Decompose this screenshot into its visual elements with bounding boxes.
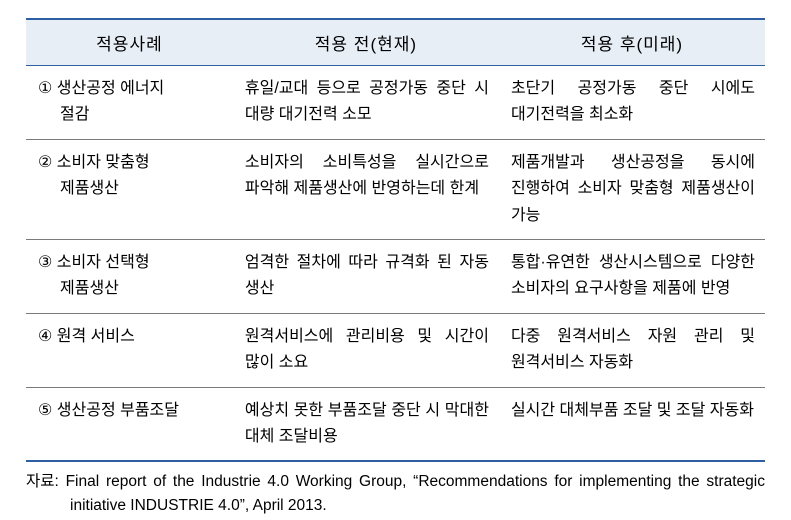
table-row: ① 생산공정 에너지 절감 휴일/교대 등으로 공정가동 중단 시 대량 대기전… (26, 66, 765, 140)
case-label: 소비자 맞춤형 (57, 150, 150, 176)
cell-after: 초단기 공정가동 중단 시에도 대기전력을 최소화 (499, 66, 765, 140)
case-label: 생산공정 부품조달 (57, 398, 179, 424)
cell-case: ② 소비자 맞춤형 제품생산 (26, 139, 233, 239)
header-after: 적용 후(미래) (499, 19, 765, 66)
case-label: 원격 서비스 (57, 324, 135, 350)
case-label-line2: 절감 (38, 102, 223, 128)
table-row: ③ 소비자 선택형 제품생산 엄격한 절차에 따라 규격화 된 자동 생산 통합… (26, 239, 765, 313)
cell-before: 휴일/교대 등으로 공정가동 중단 시 대량 대기전력 소모 (233, 66, 499, 140)
header-case: 적용사례 (26, 19, 233, 66)
case-number: ③ (38, 250, 52, 276)
case-label-line2: 제품생산 (38, 276, 223, 302)
page-container: 적용사례 적용 전(현재) 적용 후(미래) ① 생산공정 에너지 절감 휴일/… (0, 0, 791, 518)
source-citation: 자료: Final report of the Industrie 4.0 Wo… (26, 470, 765, 518)
cell-case: ③ 소비자 선택형 제품생산 (26, 239, 233, 313)
header-before: 적용 전(현재) (233, 19, 499, 66)
case-number: ④ (38, 324, 52, 350)
table-header-row: 적용사례 적용 전(현재) 적용 후(미래) (26, 19, 765, 66)
cell-after: 제품개발과 생산공정을 동시에 진행하여 소비자 맞춤형 제품생산이 가능 (499, 139, 765, 239)
comparison-table: 적용사례 적용 전(현재) 적용 후(미래) ① 생산공정 에너지 절감 휴일/… (26, 18, 765, 462)
case-label: 소비자 선택형 (57, 250, 150, 276)
table-row: ④ 원격 서비스 원격서비스에 관리비용 및 시간이 많이 소요 다중 원격서비… (26, 313, 765, 387)
cell-after: 실시간 대체부품 조달 및 조달 자동화 (499, 387, 765, 461)
cell-case: ⑤ 생산공정 부품조달 (26, 387, 233, 461)
case-label-line2: 제품생산 (38, 176, 223, 202)
cell-case: ① 생산공정 에너지 절감 (26, 66, 233, 140)
source-label: 자료: (26, 473, 59, 490)
cell-before: 예상치 못한 부품조달 중단 시 막대한 대체 조달비용 (233, 387, 499, 461)
case-number: ① (38, 76, 52, 102)
case-number: ② (38, 150, 52, 176)
source-text: Final report of the Industrie 4.0 Workin… (66, 473, 765, 514)
cell-before: 원격서비스에 관리비용 및 시간이 많이 소요 (233, 313, 499, 387)
case-label: 생산공정 에너지 (57, 76, 165, 102)
cell-before: 소비자의 소비특성을 실시간으로 파악해 제품생산에 반영하는데 한계 (233, 139, 499, 239)
cell-after: 통합·유연한 생산시스템으로 다양한 소비자의 요구사항을 제품에 반영 (499, 239, 765, 313)
case-number: ⑤ (38, 398, 52, 424)
cell-after: 다중 원격서비스 자원 관리 및 원격서비스 자동화 (499, 313, 765, 387)
table-row: ⑤ 생산공정 부품조달 예상치 못한 부품조달 중단 시 막대한 대체 조달비용… (26, 387, 765, 461)
cell-before: 엄격한 절차에 따라 규격화 된 자동 생산 (233, 239, 499, 313)
cell-case: ④ 원격 서비스 (26, 313, 233, 387)
table-row: ② 소비자 맞춤형 제품생산 소비자의 소비특성을 실시간으로 파악해 제품생산… (26, 139, 765, 239)
